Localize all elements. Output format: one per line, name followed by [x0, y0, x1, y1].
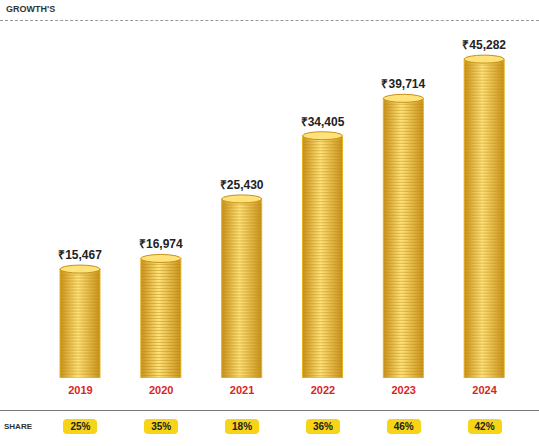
- svg-text:₹39,714: ₹39,714: [381, 77, 425, 91]
- svg-text:₹15,467: ₹15,467: [58, 248, 102, 262]
- svg-text:2019: 2019: [68, 384, 92, 396]
- html-text:42%: 42%: [474, 421, 495, 432]
- html-text:25%: 25%: [70, 421, 91, 432]
- svg-text:₹34,405: ₹34,405: [301, 115, 345, 129]
- svg-text:2022: 2022: [311, 384, 335, 396]
- svg-text:2020: 2020: [149, 384, 173, 396]
- svg-text:2021: 2021: [230, 384, 254, 396]
- svg-text:₹16,974: ₹16,974: [139, 237, 183, 251]
- html-text:SHARE: SHARE: [4, 422, 32, 431]
- svg-text:2023: 2023: [392, 384, 416, 396]
- html-text:GROWTH'S: GROWTH'S: [6, 4, 56, 14]
- svg-text:2024: 2024: [472, 384, 497, 396]
- svg-text:₹25,430: ₹25,430: [220, 178, 264, 192]
- svg-text:₹45,282: ₹45,282: [462, 38, 506, 52]
- html-text:18%: 18%: [232, 421, 253, 432]
- html-text:36%: 36%: [312, 421, 333, 432]
- html-text:35%: 35%: [151, 421, 172, 432]
- html-text:46%: 46%: [393, 421, 414, 432]
